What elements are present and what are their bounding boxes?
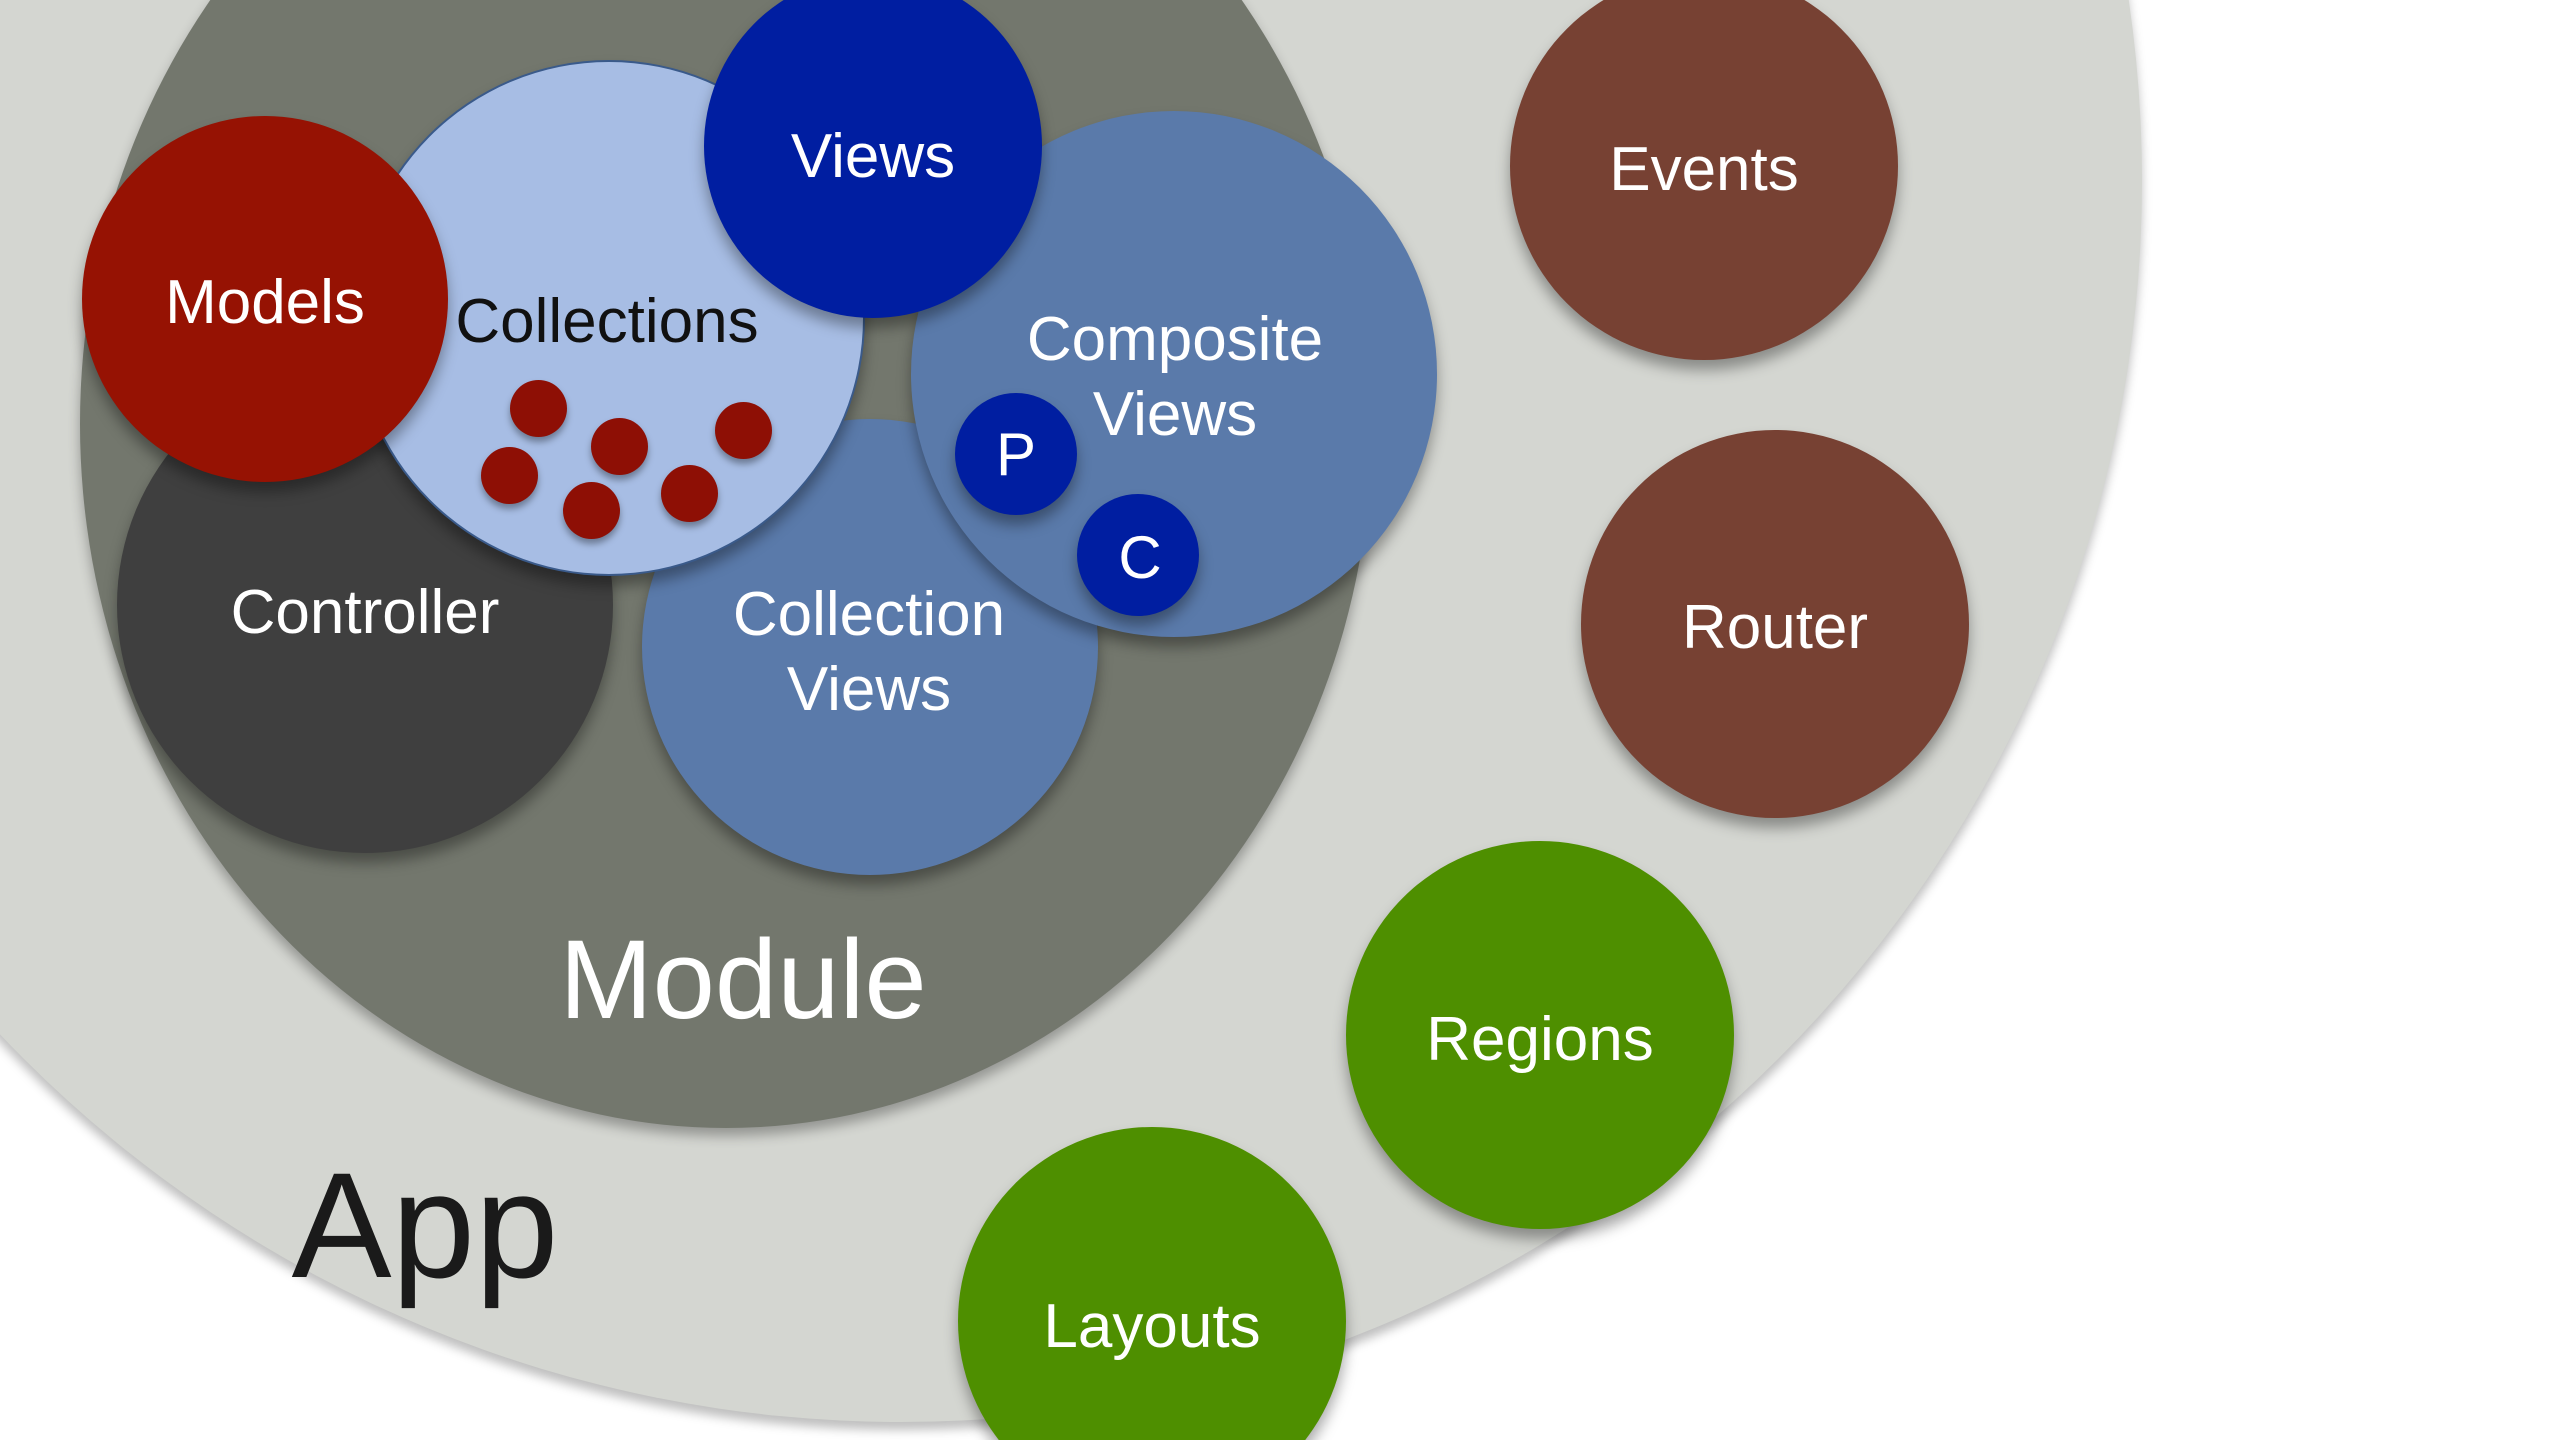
views-circle xyxy=(704,0,1042,318)
events-circle xyxy=(1510,0,1898,360)
regions-label: Regions xyxy=(1426,1005,1654,1074)
collection-item-dot xyxy=(563,482,620,539)
router-circle xyxy=(1581,430,1969,818)
collection-item-dot xyxy=(715,402,772,459)
events-label: Events xyxy=(1609,135,1799,204)
models-label: Models xyxy=(165,268,365,337)
collection-item-dot xyxy=(661,465,718,522)
collection-views-label-line1: Collection xyxy=(732,580,1006,649)
composite-views-label-line2: Views xyxy=(1092,380,1258,449)
module-label: Module xyxy=(559,917,927,1042)
composite-part-p-label: P xyxy=(995,421,1037,488)
layouts-circle xyxy=(958,1127,1346,1440)
app-label: App xyxy=(291,1141,559,1309)
collections-label: Collections xyxy=(455,287,759,356)
views-label: Views xyxy=(790,122,956,191)
collection-item-dot xyxy=(510,380,567,437)
layouts-label: Layouts xyxy=(1043,1292,1261,1361)
models-circle xyxy=(82,116,448,482)
router-label: Router xyxy=(1681,593,1869,662)
regions-circle xyxy=(1346,841,1734,1229)
composite-part-p-circle xyxy=(955,393,1077,515)
composite-views-label-line1: Composite xyxy=(1026,305,1324,374)
composite-part-c-circle xyxy=(1077,494,1199,616)
collection-item-dot xyxy=(481,447,538,504)
collection-views-label-line2: Views xyxy=(786,655,952,724)
collection-item-dot xyxy=(591,418,648,475)
controller-label: Controller xyxy=(230,578,500,647)
composite-part-c-label: C xyxy=(1118,524,1162,591)
